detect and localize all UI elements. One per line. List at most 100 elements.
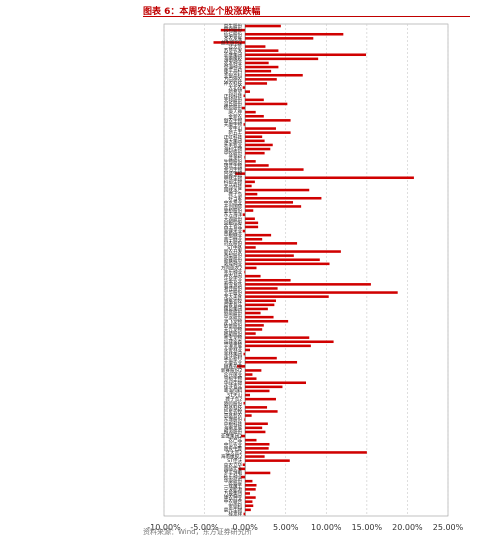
bar — [245, 135, 263, 139]
category-label: 京基智农 — [224, 412, 243, 419]
category-label: 康农种业 — [224, 494, 243, 501]
bar — [245, 242, 298, 245]
category-labels: 益生股份民和股份仙坛股份圣农发展益生股份2北大荒苏垦农发亚盛集团海南橡胶农发种业… — [221, 23, 243, 518]
category-label: 中信农业 — [224, 441, 243, 448]
bar — [245, 147, 271, 151]
bar — [245, 373, 253, 376]
source-note: 资料来源：Wind，东方证券研究所 — [143, 528, 252, 536]
category-label: 新赛股份 — [224, 256, 243, 263]
category-label: 罗牛山 — [228, 125, 242, 132]
bar — [243, 94, 246, 98]
bar — [245, 180, 255, 184]
bar — [245, 45, 266, 48]
category-label: 路斯股份 — [224, 330, 243, 337]
category-label: 万向德农 — [224, 76, 243, 83]
category-label: 益生股份2 — [221, 39, 242, 46]
category-label: 傲农生物 — [224, 117, 243, 124]
category-label: 獐子岛 — [228, 191, 242, 198]
bar — [220, 28, 246, 32]
category-label: 开创国际 — [224, 203, 243, 210]
bar — [237, 365, 246, 368]
category-label: 温氏股份 — [224, 100, 243, 107]
category-label: 朗源股份 — [224, 428, 243, 435]
bar — [245, 53, 367, 57]
bar — [245, 340, 334, 344]
category-label: 湘佳股份 — [224, 285, 243, 292]
bar — [245, 250, 341, 253]
bar — [245, 299, 276, 303]
category-label: 金健米业 — [224, 228, 243, 235]
bar — [245, 114, 264, 118]
category-label: 中水渔业 — [224, 199, 243, 206]
category-label: 佳沃食品 — [224, 383, 243, 390]
category-label: 正虹科技 — [224, 133, 243, 140]
plot-frame — [163, 23, 449, 517]
category-label: 海大集团 — [224, 137, 243, 144]
category-label: 农产品 — [228, 437, 242, 444]
category-label: 邦基科技 — [224, 404, 243, 411]
x-tick-label: 0.00% — [232, 523, 258, 532]
bar — [245, 496, 256, 499]
bar — [245, 98, 264, 102]
bar — [245, 237, 263, 241]
bar — [245, 127, 276, 130]
bar — [245, 205, 302, 208]
bar — [245, 315, 274, 319]
bar — [241, 106, 246, 110]
bar — [245, 291, 398, 294]
x-tick-label: -10.00% — [147, 523, 181, 532]
category-label: 华英农业 — [224, 277, 243, 284]
category-label: 新五丰 — [228, 129, 242, 136]
category-label: 北大荒2 — [225, 449, 242, 456]
bar — [245, 389, 270, 393]
bar — [245, 258, 320, 262]
bar — [245, 406, 268, 409]
category-label: 神农基因 — [224, 273, 243, 280]
x-tick-labels: -10.00% -5.00% 0.00% 5.00% 10.00% 15.00% 20.00… — [147, 523, 463, 532]
category-label: 北大荒 — [228, 43, 242, 50]
bar — [245, 328, 263, 331]
bar — [245, 393, 251, 397]
category-label: 永安林业 — [224, 346, 243, 353]
bar — [245, 131, 291, 134]
bar — [243, 123, 246, 126]
bar — [245, 479, 253, 483]
category-label: 源飞宠物 — [224, 318, 243, 325]
bar — [245, 176, 414, 180]
bar — [245, 266, 257, 270]
category-label: 金新农 — [228, 113, 242, 120]
bar — [245, 254, 294, 257]
category-label: 益客食品 — [224, 301, 243, 308]
category-label: 申联生物 — [224, 174, 243, 181]
category-label: 海南发展 — [224, 424, 243, 431]
bar — [245, 209, 254, 212]
category-label: 天康生物 — [224, 121, 243, 128]
x-tick-label: -5.00% — [190, 523, 219, 532]
bar — [243, 352, 246, 356]
bar — [245, 164, 269, 167]
bar — [245, 295, 329, 298]
grid-lines — [163, 24, 449, 516]
bar — [245, 422, 268, 426]
category-label: 民和股份 — [224, 27, 243, 34]
category-label: 丰乐种业 — [224, 269, 243, 276]
bar — [245, 37, 314, 40]
category-label: ST中基 — [227, 244, 242, 251]
category-label: 一致魔芋 — [224, 482, 243, 489]
bar — [245, 184, 252, 188]
bar — [245, 82, 268, 85]
category-label: 海南橡胶 — [224, 55, 243, 62]
category-label: 依依股份 — [224, 322, 243, 329]
bar — [241, 434, 246, 438]
bar — [245, 430, 266, 434]
category-label: 南宁糖业 — [224, 236, 243, 243]
x-tick-label: 25.00% — [433, 523, 464, 532]
category-label: 罗平锌电 — [224, 469, 243, 476]
bar — [245, 274, 261, 278]
bar — [244, 418, 246, 421]
category-label: 獐子岛2 — [225, 396, 242, 403]
x-tick-label: 5.00% — [273, 523, 299, 532]
category-label: 大康农业 — [224, 359, 243, 366]
bar — [245, 385, 283, 389]
